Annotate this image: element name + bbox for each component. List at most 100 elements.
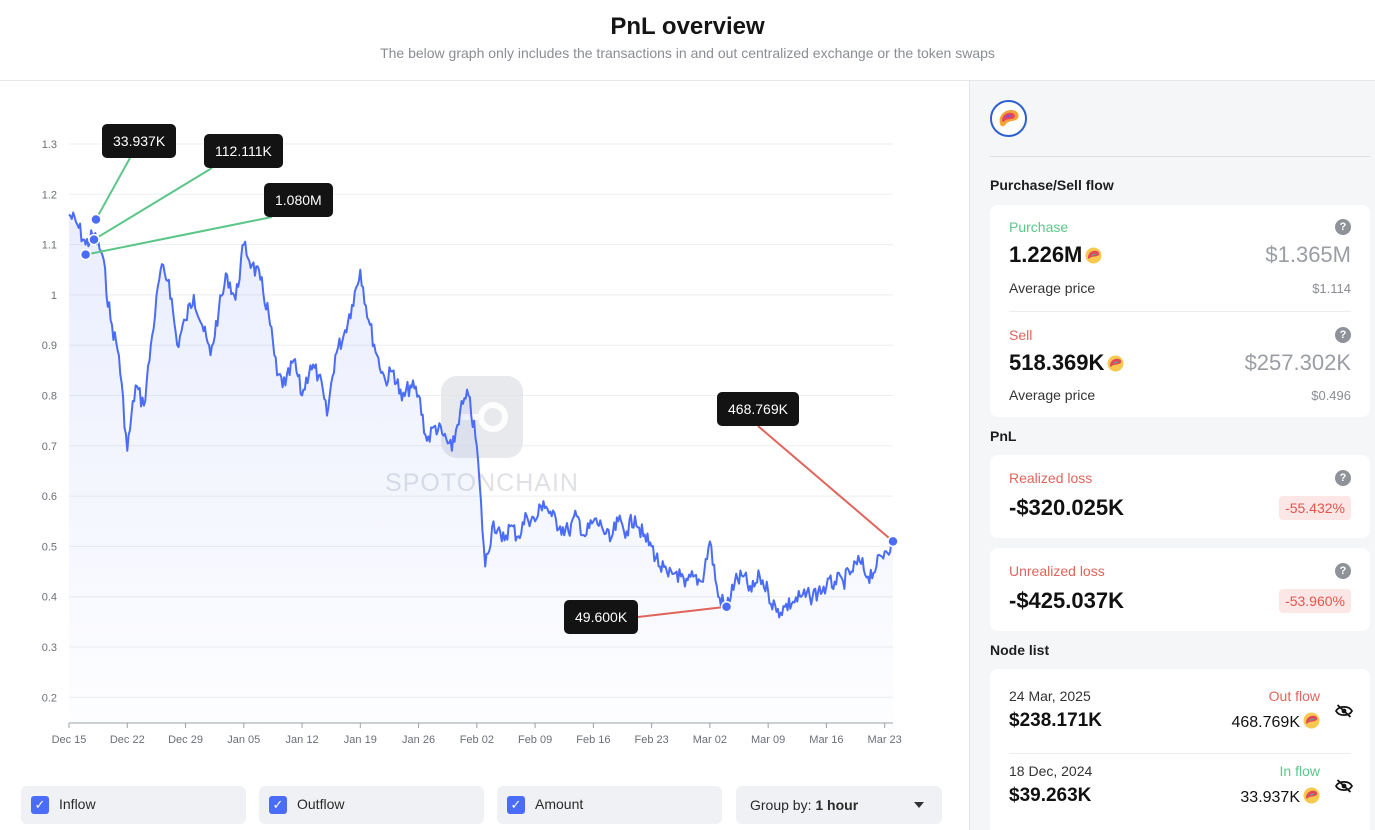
unrealized-loss-label: Unrealized loss [1009, 563, 1105, 579]
node-callout-label[interactable]: 1.080M [264, 183, 333, 217]
series-area [69, 212, 893, 723]
x-tick-label: Jan 05 [227, 734, 260, 746]
y-tick-label: 0.7 [42, 441, 57, 453]
realized-loss-pct-badge: -55.432% [1279, 496, 1351, 520]
sell-amount: 518.369K [1009, 350, 1124, 376]
sell-avg-label: Average price [1009, 387, 1096, 403]
unrealized-loss-card: Unrealized loss ? -$425.037K -53.960% [990, 548, 1370, 631]
card-separator [1009, 311, 1351, 312]
x-tick-label: Dec 29 [168, 734, 203, 746]
token-logo-icon [990, 100, 1027, 137]
y-tick-label: 0.8 [42, 391, 57, 403]
y-tick-label: 0.6 [42, 491, 57, 503]
node-callout-label[interactable]: 112.111K [204, 134, 283, 168]
node-callout-label[interactable]: 468.769K [717, 392, 799, 426]
node-usd-value: $39.263K [1009, 785, 1092, 806]
y-tick-label: 0.9 [42, 340, 57, 352]
x-tick-label: Jan 12 [286, 734, 319, 746]
purchase-label: Purchase [1009, 219, 1069, 235]
x-tick-label: Feb 16 [576, 734, 610, 746]
sell-label: Sell [1009, 327, 1033, 343]
realized-loss-card: Realized loss ? -$320.025K -55.432% [990, 455, 1370, 538]
help-icon[interactable]: ? [1335, 563, 1351, 579]
x-tick-label: Dec 15 [52, 734, 87, 746]
x-tick-label: Dec 22 [110, 734, 145, 746]
callout-connector [85, 216, 273, 256]
group-by-value: 1 hour [815, 797, 859, 813]
callout-connector [757, 425, 894, 543]
y-tick-label: 1.2 [42, 189, 57, 201]
y-tick-label: 1 [51, 290, 57, 302]
token-mini-icon [1085, 247, 1102, 264]
y-tick-label: 0.4 [42, 592, 57, 604]
checkbox-check-icon[interactable]: ✓ [31, 796, 49, 814]
node-point[interactable] [887, 535, 899, 548]
checkbox-check-icon[interactable]: ✓ [507, 796, 525, 814]
node-callout-label[interactable]: 33.937K [102, 124, 177, 158]
token-mini-icon [1303, 787, 1320, 804]
eye-off-icon[interactable] [1335, 704, 1353, 718]
page-header: PnL overview The below graph only includ… [0, 0, 1375, 81]
chart-controls: ✓ Inflow ✓ Outflow ✓ Amount Group by: 1 … [21, 786, 951, 826]
node-point[interactable] [88, 233, 100, 246]
purchase-avg-label: Average price [1009, 280, 1096, 296]
x-tick-label: Mar 16 [809, 734, 843, 746]
node-point[interactable] [90, 213, 102, 226]
x-tick-label: Mar 23 [868, 734, 902, 746]
series-line[interactable] [68, 211, 894, 619]
node-list-title: Node list [990, 642, 1050, 658]
node-callout-label[interactable]: 49.600K [564, 600, 639, 634]
chevron-down-icon [914, 802, 924, 808]
pnl-title: PnL [990, 428, 1017, 444]
inflow-toggle[interactable]: ✓ Inflow [21, 786, 246, 824]
node-token-amount: 468.769K [1231, 712, 1320, 732]
sell-usd: $257.302K [1244, 350, 1351, 375]
realized-loss-value: -$320.025K [1009, 495, 1124, 520]
outflow-toggle[interactable]: ✓ Outflow [259, 786, 484, 824]
unrealized-loss-value: -$425.037K [1009, 588, 1124, 613]
y-tick-label: 0.3 [42, 642, 57, 654]
node-point[interactable] [720, 601, 733, 613]
x-tick-label: Feb 09 [518, 734, 552, 746]
price-line-chart[interactable]: 1.31.21.110.90.80.70.60.50.40.30.2 SPOTO… [0, 81, 969, 781]
page-title: PnL overview [610, 13, 765, 40]
help-icon[interactable]: ? [1335, 327, 1351, 343]
help-icon[interactable]: ? [1335, 219, 1351, 235]
node-date: 18 Dec, 2024 [1009, 763, 1093, 779]
x-tick-label: Feb 23 [635, 734, 669, 746]
card-separator [1009, 753, 1351, 754]
node-flow-type: In flow [1279, 763, 1320, 779]
callout-connector [93, 167, 213, 241]
checkbox-check-icon[interactable]: ✓ [269, 796, 287, 814]
purchase-amount: 1.226M [1009, 242, 1102, 268]
x-tick-label: Mar 02 [693, 734, 727, 746]
outflow-label: Outflow [297, 796, 345, 812]
purchase-avg-value: $1.114 [1312, 281, 1351, 296]
y-tick-label: 0.2 [42, 692, 57, 704]
amount-toggle[interactable]: ✓ Amount [497, 786, 722, 824]
node-usd-value: $238.171K [1009, 710, 1102, 731]
unrealized-loss-pct-badge: -53.960% [1279, 589, 1351, 613]
x-tick-label: Jan 19 [344, 734, 377, 746]
help-icon[interactable]: ? [1335, 470, 1351, 486]
inflow-label: Inflow [59, 796, 96, 812]
x-tick-label: Mar 09 [751, 734, 785, 746]
chart-panel: 1.3 1.2 1.1 1 0.9 0.8 0.7 0.6 0.5 0.4 0.3 0.2 SPOTO… [0, 81, 969, 830]
node-token-amount: 33.937K [1240, 787, 1320, 807]
y-tick-label: 1.3 [42, 139, 57, 151]
group-by-label: Group by: 1 hour [750, 797, 859, 813]
node-list-card: 24 Mar, 2025 Out flow $238.171K 468.769K… [990, 669, 1370, 830]
purchase-sell-title: Purchase/Sell flow [990, 177, 1114, 193]
node-point[interactable] [79, 248, 92, 261]
purchase-sell-card: Purchase ? 1.226M $1.365M Average price … [990, 205, 1370, 417]
sidebar-divider [990, 156, 1370, 157]
x-tick-label: Feb 02 [460, 734, 494, 746]
sell-avg-value: $0.496 [1311, 388, 1351, 403]
callout-connector [95, 157, 131, 220]
y-tick-label: 0.5 [42, 541, 57, 553]
y-tick-label: 1.1 [42, 240, 57, 252]
eye-off-icon[interactable] [1335, 779, 1353, 793]
node-flow-type: Out flow [1268, 688, 1320, 704]
group-by-select[interactable]: Group by: 1 hour [736, 786, 942, 824]
node-date: 24 Mar, 2025 [1009, 688, 1091, 704]
